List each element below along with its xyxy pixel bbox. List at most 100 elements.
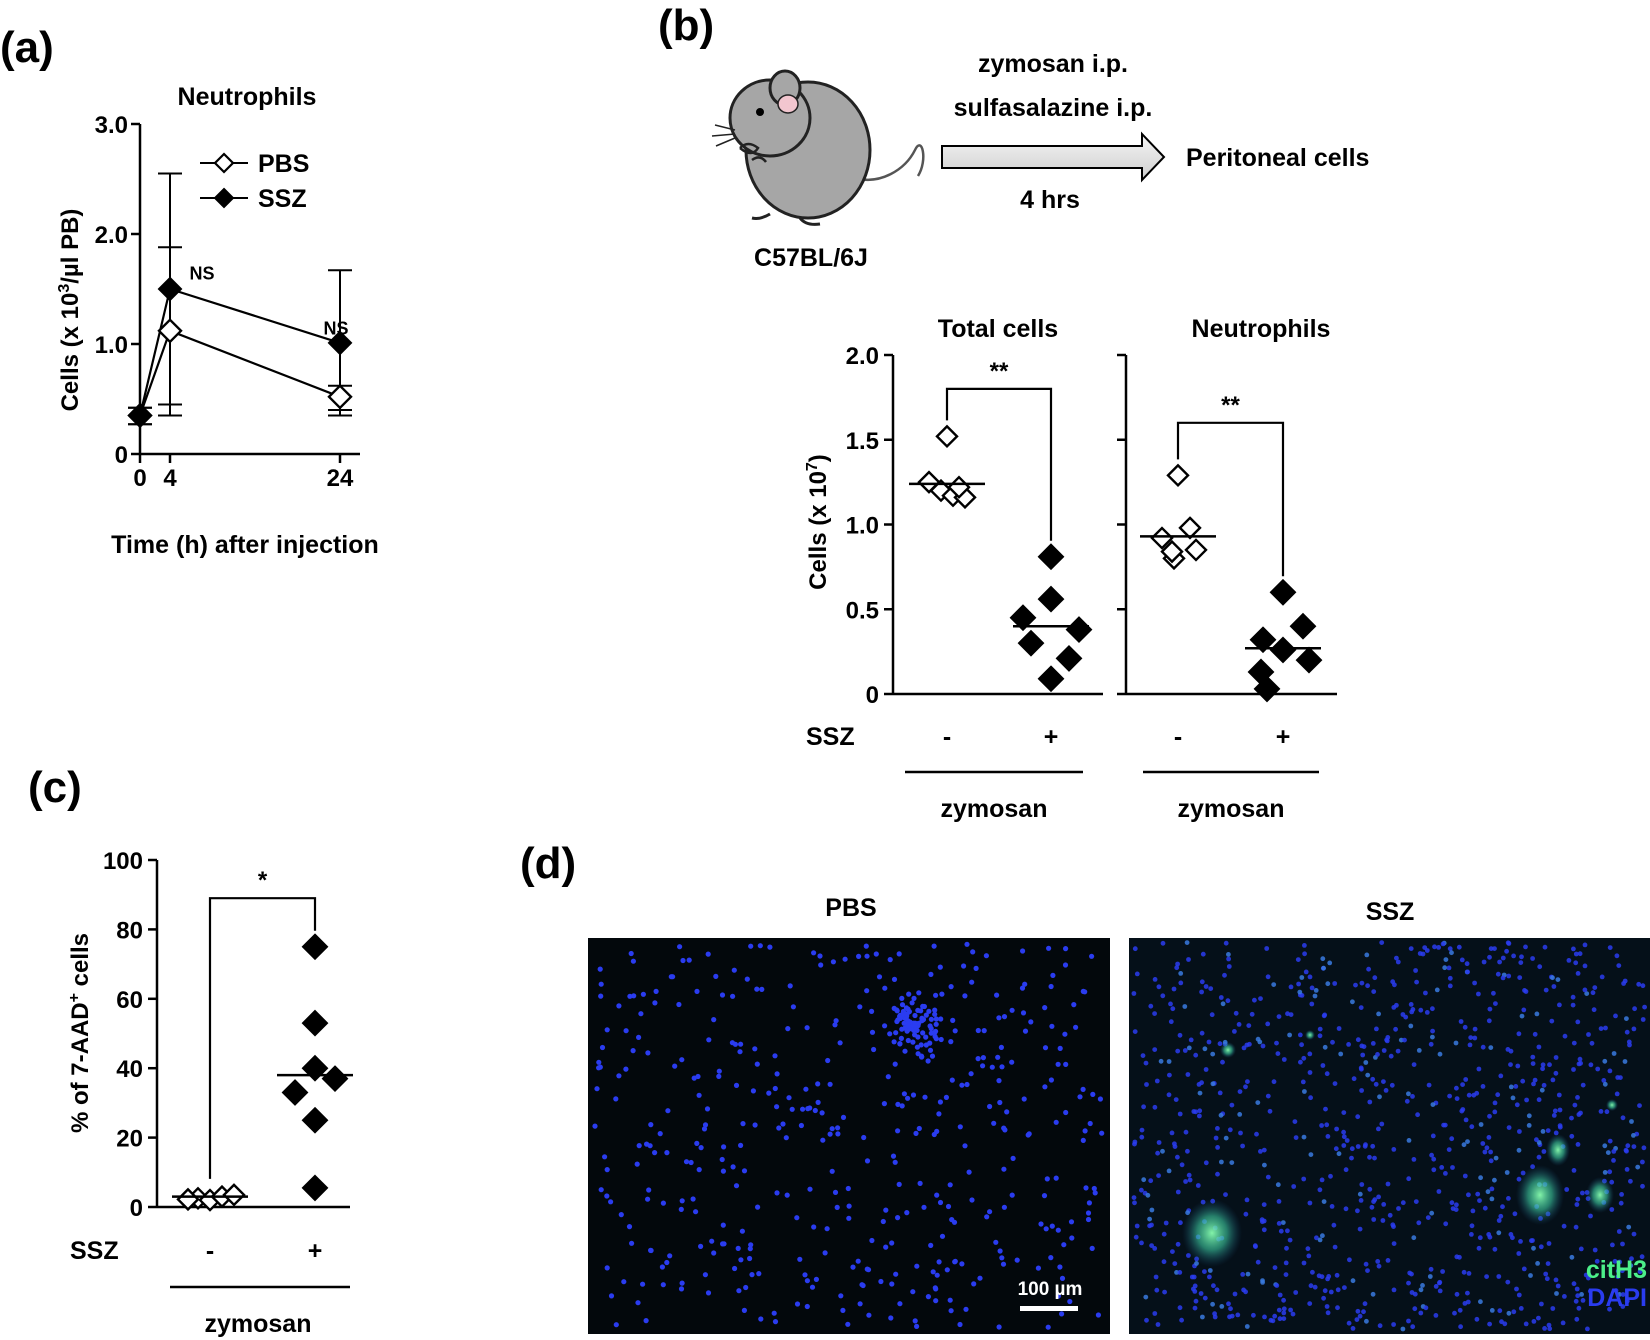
nucleus-dot [1427, 1274, 1433, 1279]
nucleus-dot [797, 1256, 803, 1262]
nucleus-dot [1149, 1207, 1155, 1213]
nucleus-dot [892, 1159, 898, 1165]
nucleus-dot [1147, 1223, 1152, 1229]
nucleus-dot [934, 1192, 940, 1198]
nucleus-dot [1411, 1062, 1417, 1067]
nucleus-dot [1516, 1251, 1522, 1256]
nucleus-dot [1045, 1324, 1051, 1330]
nucleus-dot [1578, 1060, 1583, 1066]
nucleus-dot [1301, 1176, 1307, 1182]
nucleus-dot [1436, 1189, 1442, 1194]
nucleus-dot [1355, 1208, 1360, 1214]
nucleus-dot [1611, 1149, 1617, 1154]
nucleus-dot [1486, 1135, 1492, 1140]
nucleus-dot [1219, 1304, 1225, 1309]
nucleus-dot [1417, 951, 1423, 956]
nucleus-dot [1169, 1130, 1175, 1136]
nucleus-dot [695, 1073, 701, 1080]
nucleus-dot [1160, 1148, 1165, 1154]
nucleus-dot [1287, 1237, 1293, 1243]
nucleus-dot [1089, 1245, 1095, 1251]
nucleus-dot [1228, 1306, 1233, 1312]
nucleus-dot [1575, 1293, 1581, 1299]
nucleus-dot [1474, 1090, 1480, 1096]
nucleus-dot [887, 957, 893, 963]
nucleus-dot [829, 1168, 835, 1174]
nucleus-dot [1249, 1011, 1255, 1017]
nucleus-dot [794, 1301, 801, 1307]
nucleus-dot [861, 1134, 867, 1141]
nucleus-dot [1432, 944, 1437, 950]
nucleus-dot [1487, 1113, 1492, 1119]
nucleus-dot [657, 1131, 663, 1137]
nucleus-dot [1497, 959, 1502, 965]
nucleus-dot [1614, 1091, 1620, 1097]
nucleus-dot [1199, 979, 1205, 985]
nucleus-dot [962, 1143, 968, 1149]
nucleus-dot [1085, 1216, 1092, 1223]
nucleus-dot [1198, 1291, 1204, 1296]
chart-b2-point [1269, 578, 1297, 606]
nucleus-dot [825, 1057, 831, 1064]
nucleus-dot [665, 1108, 671, 1114]
nucleus-dot [915, 1007, 921, 1014]
nucleus-dot [598, 981, 604, 987]
nucleus-dot [977, 1275, 983, 1281]
chart-b1-y-tick-label: 0.5 [846, 597, 879, 624]
nucleus-dot [1607, 1306, 1612, 1312]
nucleus-dot [1050, 972, 1056, 979]
nucleus-dot [1429, 1152, 1434, 1158]
nucleus-dot [1624, 1298, 1630, 1304]
nucleus-dot [1584, 991, 1590, 996]
nucleus-dot [1585, 1326, 1590, 1332]
nucleus-dot [1543, 1271, 1549, 1277]
nucleus-dot [1179, 1162, 1185, 1168]
nucleus-dot [1442, 965, 1448, 971]
nucleus-dot [680, 957, 686, 964]
nucleus-dot [1336, 1026, 1342, 1031]
nucleus-dot [1547, 1062, 1552, 1068]
chart-a-marker-pbs [157, 318, 183, 344]
nucleus-dot [604, 1027, 610, 1033]
nucleus-dot [1496, 1218, 1502, 1223]
nucleus-dot [1540, 1066, 1545, 1072]
nucleus-dot [1363, 1142, 1368, 1148]
nucleus-dot [729, 1040, 736, 1046]
nucleus-dot [1488, 946, 1494, 951]
nucleus-dot [1532, 1077, 1538, 1083]
nucleus-dot [1625, 1143, 1631, 1149]
nucleus-dot [939, 1233, 946, 1239]
nucleus-dot [1601, 1078, 1607, 1083]
nucleus-dot [1423, 990, 1428, 996]
nucleus-dot [1576, 1305, 1582, 1311]
nucleus-dot [1536, 1044, 1542, 1050]
nucleus-dot [895, 1101, 901, 1107]
nucleus-dot [1291, 1184, 1297, 1189]
nucleus-dot [668, 974, 674, 980]
nucleus-dot [1514, 1102, 1520, 1108]
nucleus-dot [771, 1310, 777, 1316]
nucleus-dot [672, 1063, 678, 1069]
nucleus-dot [798, 1122, 805, 1129]
nucleus-dot [1238, 1130, 1243, 1136]
chart-a-x-tick-label: 4 [163, 465, 177, 492]
nucleus-dot [1220, 1001, 1226, 1007]
nucleus-dot [1470, 1208, 1476, 1214]
nucleus-dot [904, 1011, 910, 1017]
nucleus-dot [962, 993, 968, 999]
nucleus-dot [1148, 1003, 1154, 1009]
nucleus-dot [1545, 1128, 1551, 1133]
panel-label-c: (c) [28, 763, 82, 812]
nucleus-dot [1578, 1246, 1584, 1252]
nucleus-dot [1347, 1257, 1352, 1263]
chart-b2-category-label: - [1174, 723, 1182, 751]
nucleus-dot [896, 951, 902, 957]
nucleus-dot [1155, 1150, 1160, 1156]
nucleus-dot [1143, 1294, 1149, 1300]
nucleus-dot [1274, 1040, 1279, 1046]
nucleus-dot [855, 1258, 861, 1264]
nucleus-dot [1458, 1324, 1463, 1330]
nucleus-dot [987, 1103, 993, 1110]
chart-b2-significance-label: ** [1221, 392, 1240, 419]
nucleus-dot [1580, 1298, 1586, 1303]
